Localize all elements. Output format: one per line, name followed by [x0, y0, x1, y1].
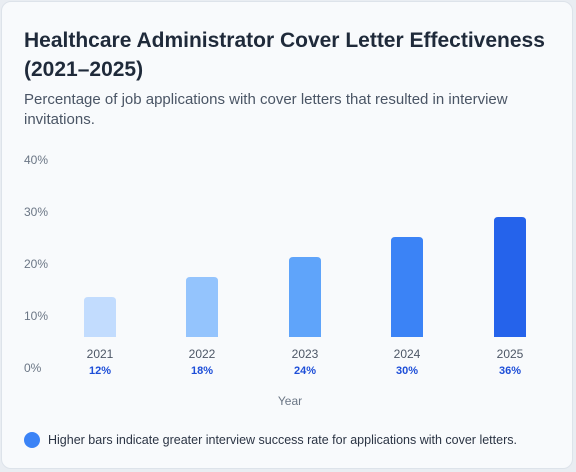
- y-tick-label: 0%: [24, 361, 42, 375]
- y-tick-label: 10%: [24, 309, 48, 323]
- bar: [289, 257, 321, 337]
- value-label: 18%: [191, 365, 213, 377]
- bar: [84, 297, 116, 337]
- value-label: 24%: [294, 365, 316, 377]
- bar: [494, 217, 526, 337]
- x-tick-label: 2024: [394, 347, 421, 361]
- value-label: 36%: [499, 365, 521, 377]
- x-axis-title: Year: [278, 394, 302, 408]
- chart-subtitle: Percentage of job applications with cove…: [24, 91, 508, 128]
- bar-chart: 0% 10% 20% 30% 40% 2021 12% 2022 18% 2023 24% 2024 3…: [24, 153, 526, 408]
- x-tick-label: 2022: [189, 347, 216, 361]
- x-tick-label: 2025: [497, 347, 524, 361]
- chart-title: Healthcare Administrator Cover Letter Ef…: [24, 29, 545, 81]
- value-label: 30%: [396, 365, 418, 377]
- bar: [186, 277, 218, 337]
- y-tick-label: 40%: [24, 153, 48, 167]
- bar: [391, 237, 423, 337]
- x-tick-label: 2021: [87, 347, 114, 361]
- legend-text: Higher bars indicate greater interview s…: [48, 433, 517, 447]
- x-tick-label: 2023: [292, 347, 319, 361]
- legend: Higher bars indicate greater interview s…: [24, 432, 564, 448]
- legend-swatch: [24, 432, 40, 448]
- y-tick-label: 30%: [24, 205, 48, 219]
- value-label: 12%: [89, 365, 111, 377]
- y-tick-label: 20%: [24, 257, 48, 271]
